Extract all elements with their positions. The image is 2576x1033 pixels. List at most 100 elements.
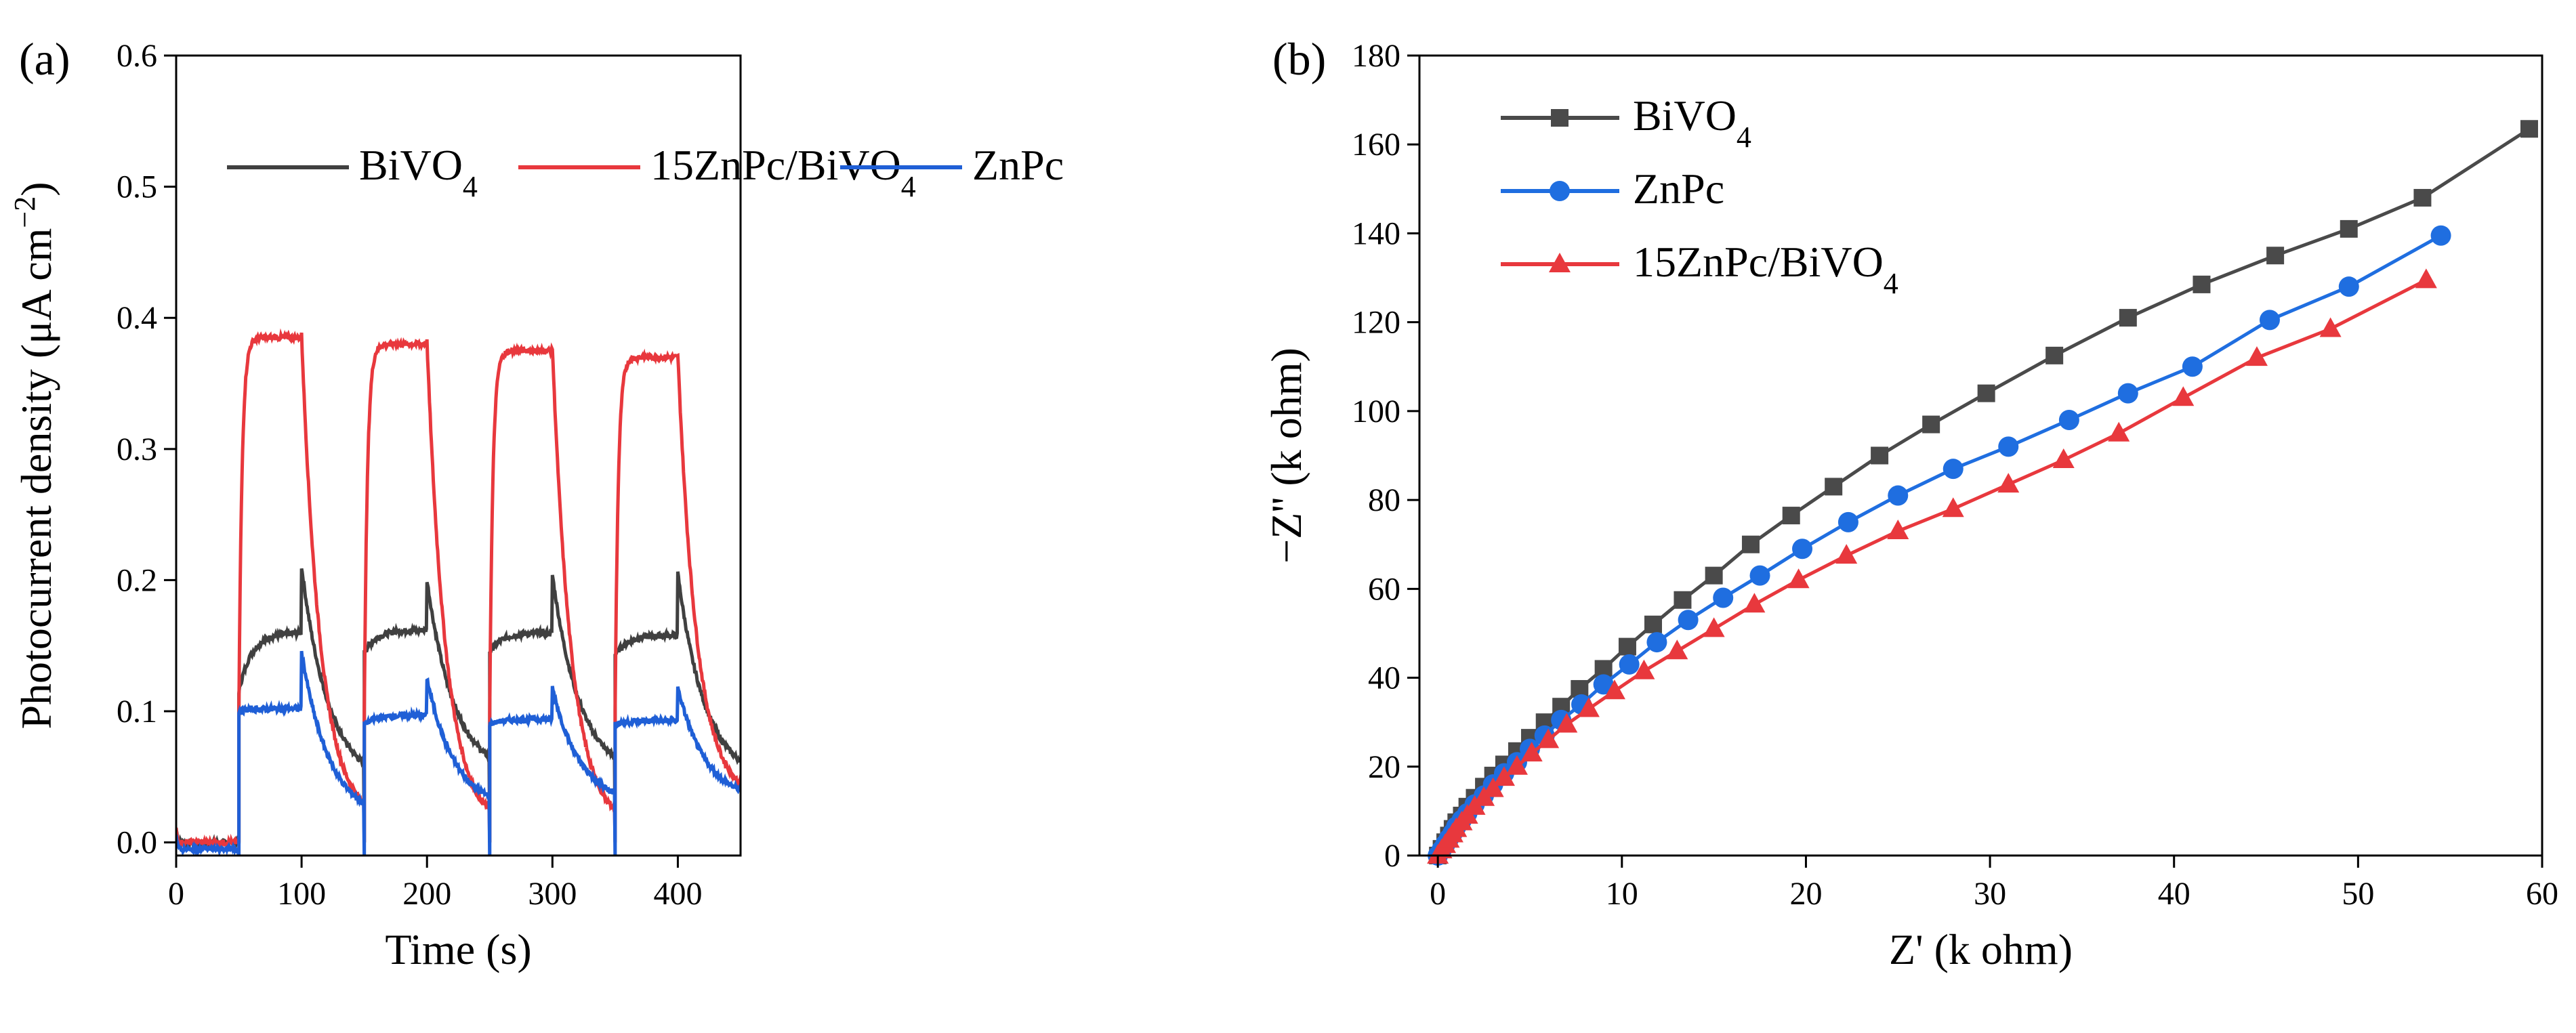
panel-a-series-line-15ZnPc/BiVO4 [176,328,741,850]
panel-b-data-point [2520,120,2538,138]
panel-b-series-group [1427,120,2538,866]
panel-b-data-point [1666,639,1688,660]
panel-b-data-point [2245,346,2268,366]
panel-b-data-point [2338,276,2359,297]
panel-b-x-axis-title: Z' (k ohm) [1889,925,2073,973]
panel-b-data-point [1835,544,1858,564]
a-x-tick-label: 400 [653,876,702,912]
panel-b-data-point [1520,742,1543,762]
panel-a-photocurrent-chart: (a) 0 100 200 300 400 0.0 0.1 0.2 0.3 0.4 0.5 0.6 T… [8,33,1064,973]
panel-b-data-point [1493,766,1515,786]
panel-b-series-ZnPc [1428,225,2451,866]
b-y-tick-label: 0 [1384,838,1400,874]
b-x-tick-label: 40 [2158,876,2190,912]
b-x-tick-label: 30 [1974,876,2006,912]
panel-a-x-axis-title: Time (s) [385,925,531,973]
a-x-tick-label: 0 [168,876,184,912]
panel-a-legend-label-15ZnPc/BiVO4: 15ZnPc/BiVO4 [650,141,916,203]
b-y-tick-label: 80 [1368,482,1400,518]
panel-a-y-axis-title-end: ) [12,182,60,196]
panel-b-data-point [1998,436,2019,457]
panel-b-legend-label-sub: 4 [1884,267,1898,300]
b-y-tick-label: 160 [1352,127,1400,163]
panel-b-data-point [2119,309,2137,327]
a-x-tick-label: 100 [277,876,326,912]
panel-b-data-point [1482,777,1504,797]
b-x-tick-label: 20 [1789,876,1822,912]
b-y-tick-label: 20 [1368,749,1400,785]
panel-a-axis-ticks: 0 100 200 300 400 0.0 0.1 0.2 0.3 0.4 0.5 0.6 [117,38,702,912]
panel-b-data-point [2266,247,2285,265]
panel-b-data-point [2045,346,2064,364]
panel-b-plot-frame [1418,54,2543,857]
panel-b-data-point [1674,591,1692,609]
panel-a-plot-frame [175,54,742,857]
panel-a-y-axis-title-sup: −2 [8,196,41,228]
panel-b-data-point [2259,310,2280,331]
panel-b-legend-label-sub: 4 [1737,121,1751,154]
panel-b-data-point [2108,421,2130,442]
panel-a-legend-label-ZnPc: ZnPc [972,141,1064,189]
a-y-tick-label: 0.6 [117,38,157,74]
panel-b-y-axis-title: −Z'' (k ohm) [1262,347,1310,564]
b-y-tick-label: 140 [1352,215,1400,251]
panel-b-data-point [2117,383,2138,404]
panel-b-data-point [1977,384,1995,402]
panel-b-series-BiVO4 [1429,120,2538,864]
panel-b-data-point [1705,566,1723,585]
panel-b-data-point [1792,539,1813,560]
panel-b-data-point [1871,446,1889,465]
panel-b-data-point [1603,679,1625,700]
panel-b-data-point [1743,593,1766,613]
panel-b-legend-marker-ZnPc [1550,181,1570,201]
a-y-tick-label: 0.0 [117,825,157,861]
panel-b-label: (b) [1272,33,1326,85]
panel-b-series-line-BiVO4 [1436,127,2531,857]
panel-a-legend-label-main: 15ZnPc/BiVO [650,141,901,189]
b-x-tick-label: 10 [1606,876,1638,912]
panel-a-legend-label-main: BiVO [359,141,463,189]
panel-a-legend: BiVO4 15ZnPc/BiVO4 ZnPc [227,141,1064,203]
panel-a-y-axis-title-main: Photocurrent density (μA cm [12,228,60,730]
panel-b-data-point [1678,610,1699,631]
panel-b-legend-marker-15ZnPc/BiVO4 [1549,253,1571,272]
panel-b-data-point [1942,497,1964,518]
panel-b-data-point [1888,485,1909,506]
panel-b-data-point [1943,459,1964,480]
a-y-tick-label: 0.5 [117,169,157,205]
b-y-tick-label: 100 [1352,394,1400,429]
panel-b-data-point [2052,448,2075,469]
panel-b-data-point [1556,713,1578,733]
panel-b-data-point [2430,225,2451,246]
panel-b-legend-label-main: ZnPc [1633,165,1724,213]
panel-b-data-point [2340,219,2358,238]
panel-a-label: (a) [19,33,70,85]
panel-b-data-point [2172,386,2195,406]
panel-b-data-point [1741,535,1760,553]
panel-a-series-line-BiVO4 [176,568,741,851]
panel-b-data-point [2319,317,2342,337]
panel-b-data-point [1619,654,1640,675]
panel-b-data-point [2413,188,2432,207]
panel-b-series-15ZnPc/BiVO4 [1427,268,2437,864]
b-x-tick-label: 60 [2526,876,2558,912]
panel-b-data-point [2193,275,2211,293]
panel-a-series-group [176,328,741,856]
a-y-tick-label: 0.4 [117,300,157,336]
a-x-tick-label: 300 [528,876,577,912]
panel-b-data-point [1646,632,1667,653]
panel-b-data-point [1922,415,1940,434]
panel-a-legend-label-main: ZnPc [972,141,1064,189]
panel-b-data-point [1782,507,1800,525]
panel-b-nyquist-chart: (b) 0 10 20 30 40 50 60 0 20 40 60 80 100 120 140 160 18… [1262,33,2558,973]
panel-b-data-point [1505,755,1528,775]
a-y-tick-label: 0.2 [117,562,157,598]
panel-b-data-point [2058,410,2079,431]
panel-b-legend-label-15ZnPc/BiVO4: 15ZnPc/BiVO4 [1633,238,1898,300]
a-y-tick-label: 0.3 [117,431,157,467]
b-x-tick-label: 0 [1430,876,1446,912]
panel-b-legend-label-main: BiVO [1633,91,1737,140]
panel-b-legend-marker-BiVO4 [1551,109,1569,127]
